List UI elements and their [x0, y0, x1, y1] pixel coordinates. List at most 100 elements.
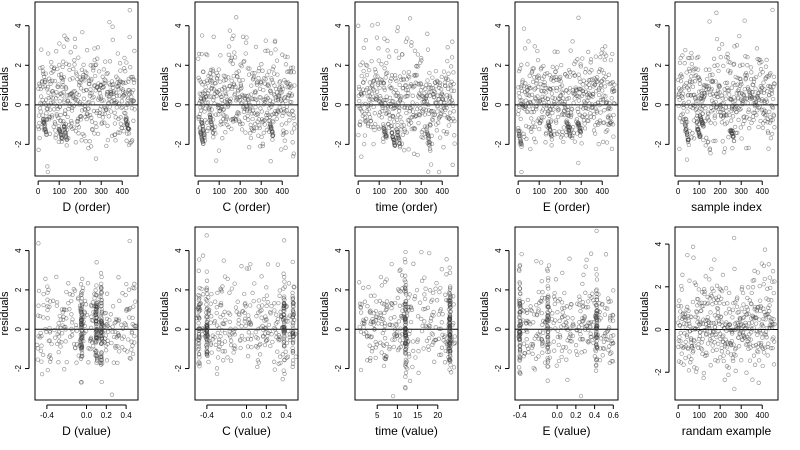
data-point	[546, 263, 552, 268]
data-point	[126, 131, 132, 136]
data-point	[583, 89, 589, 95]
data-point	[726, 135, 731, 140]
data-point	[239, 101, 244, 106]
x-tick-label: 0.4	[281, 411, 293, 420]
data-point	[364, 118, 369, 123]
data-point	[269, 104, 274, 109]
data-point	[414, 287, 420, 293]
data-point	[93, 156, 99, 161]
data-point	[441, 69, 447, 74]
data-point	[238, 83, 244, 89]
data-point	[102, 80, 108, 86]
data-point	[382, 336, 388, 341]
data-point	[36, 288, 42, 294]
data-point	[58, 118, 64, 124]
data-point	[714, 283, 720, 288]
data-point	[131, 87, 136, 93]
data-point	[381, 363, 387, 369]
data-point	[389, 73, 395, 78]
data-point	[258, 81, 264, 86]
data-point	[259, 274, 264, 279]
data-point	[286, 111, 291, 116]
data-point	[80, 276, 85, 282]
data-point	[745, 63, 750, 68]
data-point	[124, 281, 129, 287]
data-point	[57, 313, 62, 319]
data-point	[72, 44, 78, 50]
data-point	[367, 115, 373, 120]
data-point	[107, 19, 112, 25]
data-point	[251, 298, 256, 304]
data-point	[226, 44, 232, 49]
x-tick-label: 200	[234, 187, 248, 196]
data-point	[436, 169, 442, 175]
data-point	[451, 109, 456, 114]
data-point	[369, 91, 374, 96]
data-point	[95, 56, 100, 61]
data-point	[202, 88, 208, 94]
data-point	[56, 82, 61, 87]
data-point	[388, 79, 393, 84]
data-point	[541, 103, 546, 108]
data-point	[36, 241, 41, 246]
data-point	[580, 304, 585, 309]
data-point	[119, 99, 125, 104]
x-tick-label: 400	[596, 187, 610, 196]
data-point	[451, 88, 457, 93]
data-point	[562, 104, 568, 109]
data-point	[268, 311, 273, 316]
data-point	[430, 75, 435, 80]
data-point	[66, 62, 72, 68]
data-point	[521, 341, 527, 346]
plot-frame	[514, 1, 619, 177]
data-point	[531, 320, 536, 325]
data-point	[60, 77, 66, 82]
data-point	[544, 130, 549, 136]
data-point	[105, 123, 110, 128]
data-point	[256, 298, 262, 303]
data-point	[277, 288, 283, 293]
data-point	[560, 270, 565, 276]
data-point	[85, 75, 90, 80]
data-point	[116, 87, 121, 92]
data-point	[539, 278, 544, 284]
data-point	[680, 53, 685, 58]
data-point	[196, 268, 201, 273]
data-point	[202, 135, 207, 140]
data-point	[767, 109, 772, 114]
data-point	[246, 313, 251, 318]
data-point	[243, 130, 248, 135]
data-point	[422, 112, 427, 117]
data-point	[260, 303, 265, 308]
data-point	[705, 76, 710, 82]
data-point	[92, 131, 97, 136]
data-point	[208, 75, 213, 80]
data-point	[717, 300, 722, 306]
data-point	[242, 291, 247, 297]
data-point	[366, 107, 371, 112]
data-point	[360, 102, 365, 107]
data-point	[564, 133, 569, 138]
data-point	[240, 77, 245, 83]
data-point	[381, 139, 386, 145]
data-point	[359, 154, 364, 159]
data-point	[242, 58, 247, 64]
data-point	[105, 71, 110, 76]
data-point	[578, 62, 583, 67]
data-point	[403, 87, 409, 93]
data-point	[527, 73, 532, 78]
data-point	[54, 274, 59, 280]
data-point	[392, 315, 397, 320]
data-point	[95, 131, 101, 137]
data-point	[36, 113, 42, 118]
data-point	[209, 291, 214, 297]
data-point	[405, 93, 410, 99]
data-point	[126, 287, 132, 292]
data-point	[600, 98, 606, 103]
data-point	[586, 118, 591, 123]
data-point	[719, 319, 724, 324]
data-point	[603, 44, 608, 49]
data-point	[124, 60, 129, 65]
data-point	[37, 120, 42, 126]
